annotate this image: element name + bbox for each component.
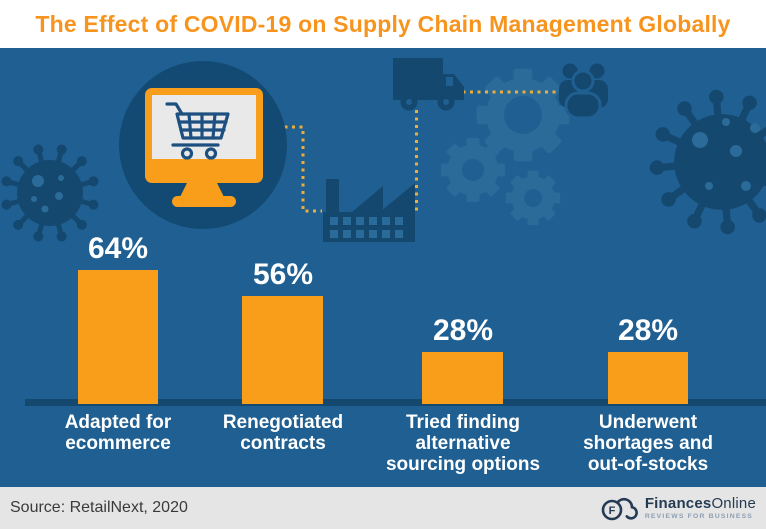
svg-text:F: F (608, 505, 615, 517)
shopping-cart-icon (165, 102, 230, 160)
logo-text: FinancesOnline REVIEWS FOR BUSINESS (645, 496, 756, 521)
gears-icon (441, 68, 570, 226)
bar-adapted-for-ecommerce (78, 270, 158, 404)
value-label: 28% (432, 314, 494, 347)
virus-icon-right (639, 79, 766, 246)
brand-tagline: REVIEWS FOR BUSINESS (644, 512, 754, 520)
value-label: 28% (617, 314, 679, 347)
bar-shortages (608, 352, 688, 404)
monitor-icon (119, 61, 287, 229)
brand-name: FinancesOnline (645, 496, 756, 511)
virus-icon-left (0, 143, 99, 242)
source-citation: Source: RetailNext, 2020 (10, 499, 188, 516)
factory-icon (323, 179, 415, 242)
truck-icon (393, 58, 464, 111)
header: The Effect of COVID-19 on Supply Chain M… (0, 0, 766, 48)
bar-alternative-sourcing (422, 352, 503, 404)
category-label: Adapted for ecommerce (64, 412, 172, 454)
brand-name-bold: Finances (644, 494, 712, 512)
dotted-connector-lines (262, 90, 557, 213)
footer: Source: RetailNext, 2020 F FinancesOnlin… (0, 487, 766, 529)
page-title: The Effect of COVID-19 on Supply Chain M… (35, 10, 731, 37)
brand-name-regular: Online (711, 494, 756, 512)
category-label: Underwent shortages and out-of-stocks (583, 412, 713, 475)
x-axis-line (25, 399, 766, 406)
category-label: Renegotiated contracts (222, 412, 344, 454)
people-icon (559, 63, 608, 120)
value-label: 64% (87, 232, 149, 265)
category-label: Tried finding alternative sourcing optio… (385, 412, 541, 475)
bar-renegotiated-contracts (242, 296, 323, 404)
cloud-logo-icon: F (601, 497, 638, 521)
value-label: 56% (252, 258, 314, 291)
financesonline-logo: F FinancesOnline REVIEWS FOR BUSINESS (600, 493, 756, 523)
